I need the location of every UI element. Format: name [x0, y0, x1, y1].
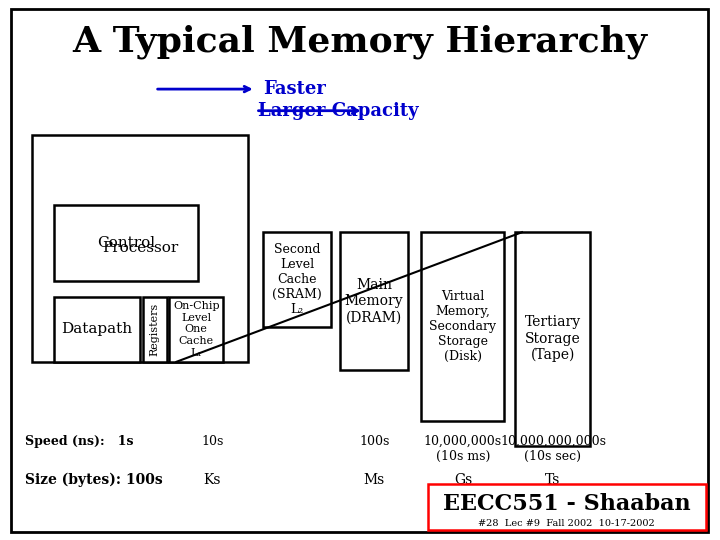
Text: Ts: Ts — [545, 472, 561, 487]
Text: Tertiary
Storage
(Tape): Tertiary Storage (Tape) — [525, 315, 580, 362]
Bar — [428, 484, 706, 530]
Text: A Typical Memory Hierarchy: A Typical Memory Hierarchy — [73, 24, 647, 59]
Text: Main
Memory
(DRAM): Main Memory (DRAM) — [345, 278, 403, 324]
Bar — [54, 205, 198, 281]
Bar — [32, 135, 248, 362]
Text: Ms: Ms — [364, 472, 385, 487]
Bar — [515, 232, 590, 446]
Text: Control: Control — [97, 236, 155, 250]
Bar — [169, 297, 223, 362]
Text: Speed (ns):   1s: Speed (ns): 1s — [25, 435, 134, 448]
Text: EECC551 - Shaaban: EECC551 - Shaaban — [443, 493, 690, 515]
Text: Size (bytes): 100s: Size (bytes): 100s — [25, 472, 163, 487]
Text: On-Chip
Level
One
Cache
L₁: On-Chip Level One Cache L₁ — [173, 301, 220, 357]
Text: Faster: Faster — [263, 80, 325, 98]
Text: Larger Capacity: Larger Capacity — [258, 102, 418, 120]
Bar — [54, 297, 140, 362]
Bar — [143, 297, 167, 362]
Bar — [421, 232, 504, 421]
Text: 10,000,000,000s
(10s sec): 10,000,000,000s (10s sec) — [500, 435, 606, 463]
Text: Ks: Ks — [204, 472, 221, 487]
Text: Processor: Processor — [102, 241, 179, 255]
Bar — [263, 232, 331, 327]
Text: Virtual
Memory,
Secondary
Storage
(Disk): Virtual Memory, Secondary Storage (Disk) — [429, 290, 496, 363]
Text: Second
Level
Cache
(SRAM)
L₂: Second Level Cache (SRAM) L₂ — [272, 243, 322, 316]
Text: 100s: 100s — [359, 435, 390, 448]
Bar — [340, 232, 408, 370]
Text: Registers: Registers — [150, 303, 160, 356]
Text: 10,000,000s
(10s ms): 10,000,000s (10s ms) — [424, 435, 502, 463]
Text: Datapath: Datapath — [62, 322, 132, 336]
Text: 10s: 10s — [201, 435, 224, 448]
Text: #28  Lec #9  Fall 2002  10-17-2002: #28 Lec #9 Fall 2002 10-17-2002 — [478, 519, 655, 529]
Text: Gs: Gs — [454, 472, 472, 487]
